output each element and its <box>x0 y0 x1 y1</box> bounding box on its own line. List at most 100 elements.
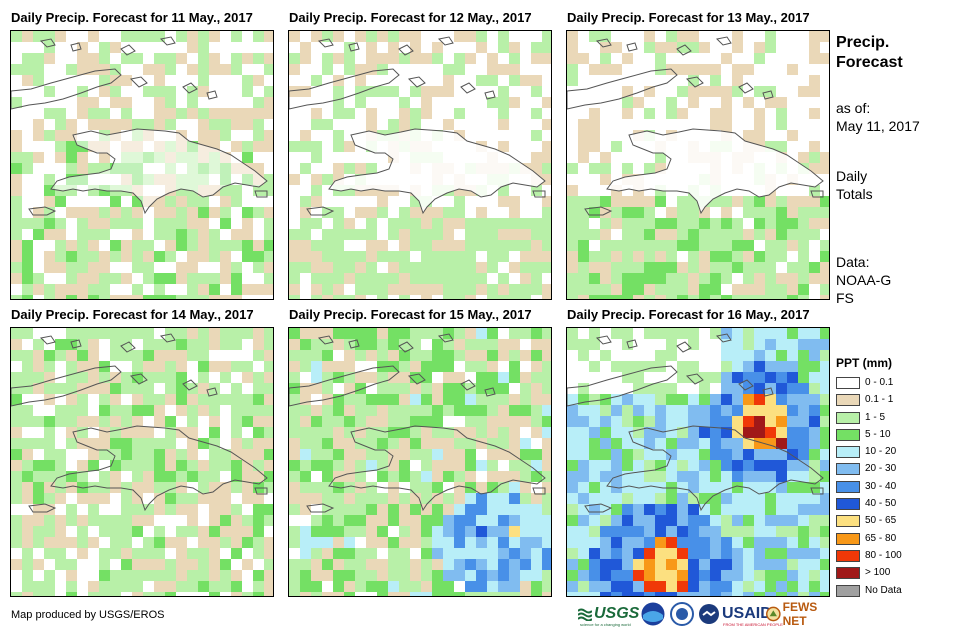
precip-cell <box>410 482 421 493</box>
precip-cell <box>300 427 311 438</box>
precip-cell <box>121 75 132 86</box>
precip-cell <box>366 229 377 240</box>
precip-cell <box>22 350 33 361</box>
precip-cell <box>198 350 209 361</box>
precip-cell <box>820 339 829 350</box>
precip-cell <box>300 262 311 273</box>
precip-cell <box>399 31 410 42</box>
precip-cell <box>589 427 600 438</box>
precip-cell <box>732 284 743 295</box>
precip-cell <box>567 119 578 130</box>
precip-cell <box>710 504 721 515</box>
precip-cell <box>454 284 465 295</box>
precip-cell <box>765 482 776 493</box>
precip-cell <box>509 295 520 299</box>
precip-cell <box>366 152 377 163</box>
precip-cell <box>432 416 443 427</box>
precip-cell <box>531 119 542 130</box>
precip-cell <box>432 372 443 383</box>
precip-cell <box>721 86 732 97</box>
precip-cell <box>11 592 22 596</box>
precip-cell <box>531 163 542 174</box>
precip-cell <box>388 416 399 427</box>
precip-cell <box>399 108 410 119</box>
precip-cell <box>644 108 655 119</box>
precip-cell <box>231 438 242 449</box>
precip-cell <box>677 108 688 119</box>
precip-cell <box>809 108 820 119</box>
precip-cell <box>465 427 476 438</box>
precip-cell <box>242 284 253 295</box>
precip-cell <box>710 64 721 75</box>
precip-cell <box>699 108 710 119</box>
legend-label: 80 - 100 <box>865 549 902 561</box>
precip-cell <box>231 449 242 460</box>
precip-cell <box>699 273 710 284</box>
precip-cell <box>809 196 820 207</box>
precip-cell <box>355 493 366 504</box>
precip-cell <box>798 218 809 229</box>
precip-cell <box>732 53 743 64</box>
precip-cell <box>198 570 209 581</box>
precip-cell <box>399 284 410 295</box>
precip-cell <box>132 119 143 130</box>
precip-cell <box>454 460 465 471</box>
precip-cell <box>454 229 465 240</box>
precip-cell <box>498 284 509 295</box>
precip-cell <box>754 218 765 229</box>
precip-cell <box>198 251 209 262</box>
precip-cell <box>520 196 531 207</box>
precip-cell <box>721 75 732 86</box>
precip-cell <box>11 339 22 350</box>
precip-cell <box>743 471 754 482</box>
precip-cell <box>644 526 655 537</box>
precip-cell <box>253 427 264 438</box>
precip-cell <box>388 339 399 350</box>
precip-cell <box>611 515 622 526</box>
precip-cell <box>88 482 99 493</box>
precip-cell <box>198 262 209 273</box>
precip-cell <box>509 372 520 383</box>
precip-cell <box>743 372 754 383</box>
precip-cell <box>776 196 787 207</box>
precip-cell <box>355 350 366 361</box>
precip-cell <box>589 130 600 141</box>
precip-cell <box>655 108 666 119</box>
precip-cell <box>55 251 66 262</box>
precip-cell <box>600 31 611 42</box>
precip-cell <box>531 42 542 53</box>
precip-cell <box>55 284 66 295</box>
precip-cell <box>99 526 110 537</box>
precip-cell <box>743 31 754 42</box>
precip-cell <box>476 460 487 471</box>
precip-cell <box>611 97 622 108</box>
precip-cell <box>622 350 633 361</box>
precip-cell <box>176 262 187 273</box>
precip-cell <box>311 174 322 185</box>
precip-cell <box>611 218 622 229</box>
precip-cell <box>809 504 820 515</box>
precip-cell <box>520 526 531 537</box>
precip-cell <box>765 526 776 537</box>
precip-cell <box>600 42 611 53</box>
precip-cell <box>567 383 578 394</box>
precip-cell <box>399 53 410 64</box>
precip-cell <box>633 218 644 229</box>
precip-cell <box>578 108 589 119</box>
precip-cell <box>33 196 44 207</box>
precip-cell <box>377 328 388 339</box>
precip-cell <box>666 328 677 339</box>
precip-cell <box>165 339 176 350</box>
precip-cell <box>333 86 344 97</box>
precip-cell <box>66 240 77 251</box>
precip-cell <box>776 493 787 504</box>
precip-cell <box>154 394 165 405</box>
precip-cell <box>487 361 498 372</box>
precip-cell <box>322 152 333 163</box>
precip-cell <box>677 229 688 240</box>
precip-cell <box>110 350 121 361</box>
precip-cell <box>121 504 132 515</box>
precip-cell <box>454 372 465 383</box>
precip-cell <box>787 449 798 460</box>
precip-cell <box>666 526 677 537</box>
